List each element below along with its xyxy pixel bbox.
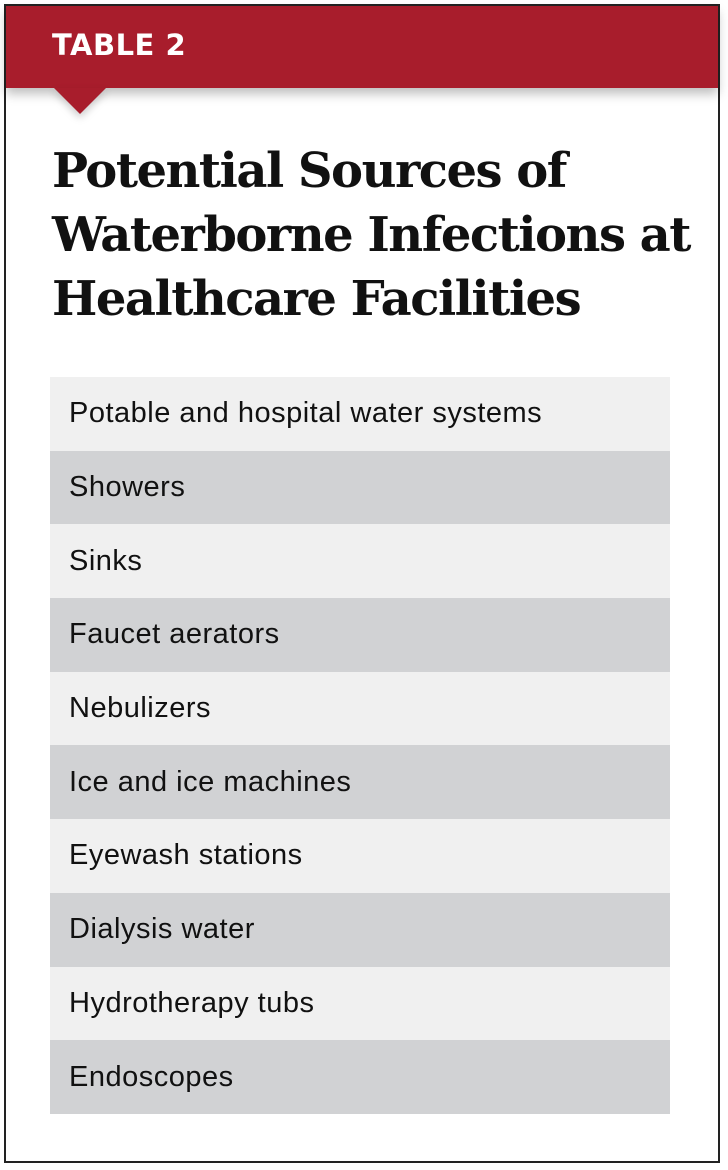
- list-item: Ice and ice machines: [50, 745, 670, 820]
- table-banner: TABLE 2: [6, 6, 718, 88]
- list-item: Dialysis water: [50, 892, 670, 967]
- sources-list: Potable and hospital water systems Showe…: [50, 377, 670, 1114]
- list-item: Hydrotherapy tubs: [50, 966, 670, 1041]
- table-title: Potential Sources of Waterborne Infectio…: [52, 143, 691, 327]
- table-card: TABLE 2 Potential Sources of Waterborne …: [4, 4, 720, 1163]
- list-item: Potable and hospital water systems: [50, 377, 670, 451]
- list-item: Sinks: [50, 524, 670, 599]
- list-item: Endoscopes: [50, 1040, 670, 1114]
- list-item: Eyewash stations: [50, 819, 670, 893]
- list-item: Nebulizers: [50, 671, 670, 746]
- banner-pointer-icon: [54, 88, 106, 114]
- table-number-label: TABLE 2: [52, 28, 187, 62]
- list-item: Showers: [50, 450, 670, 525]
- list-item: Faucet aerators: [50, 598, 670, 672]
